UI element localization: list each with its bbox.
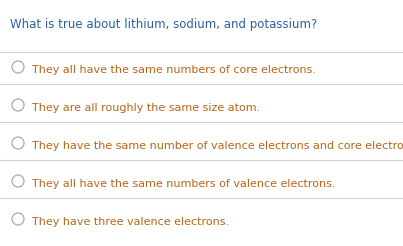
Text: They are all roughly the same size atom.: They are all roughly the same size atom. (32, 103, 260, 113)
Text: They all have the same numbers of valence electrons.: They all have the same numbers of valenc… (32, 179, 336, 189)
Text: They all have the same numbers of core electrons.: They all have the same numbers of core e… (32, 65, 316, 75)
Text: They have the same number of valence electrons and core electrons.: They have the same number of valence ele… (32, 141, 403, 151)
Text: What is true about lithium, sodium, and potassium?: What is true about lithium, sodium, and … (10, 18, 317, 31)
Text: They have three valence electrons.: They have three valence electrons. (32, 217, 229, 227)
